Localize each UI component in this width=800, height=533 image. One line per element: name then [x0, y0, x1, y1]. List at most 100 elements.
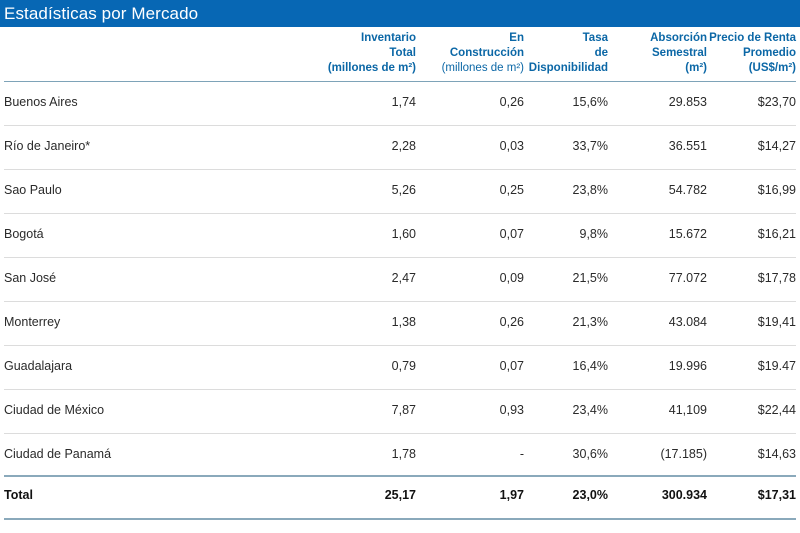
title-bar: Estadísticas por Mercado [0, 0, 800, 27]
cell-rent: $19,41 [757, 315, 796, 329]
cell-inventory: 1,38 [391, 315, 416, 329]
cell-absorption: (17.185) [660, 447, 707, 461]
header-line: (millones de m²) [441, 62, 524, 74]
cell-construction: 0,26 [499, 95, 524, 109]
cell-market: Monterrey [4, 315, 61, 329]
header-line: (m²) [685, 62, 707, 74]
table-row: Guadalajara 0,79 0,07 16,4% 19.996 $19.47 [4, 346, 796, 390]
cell-rent: $16,99 [757, 183, 796, 197]
cell-rent: $16,21 [757, 227, 796, 241]
cell-availability: 9,8% [579, 227, 609, 241]
cell-inventory: 1,74 [391, 95, 416, 109]
header-line: Absorción [650, 32, 707, 44]
cell-availability: 16,4% [572, 359, 608, 373]
cell-absorption: 43.084 [668, 315, 707, 329]
header-inventory: Inventario Total (millones de m²) [328, 31, 416, 76]
cell-rent: $19.47 [757, 359, 796, 373]
cell-construction: 0,09 [499, 271, 524, 285]
total-label: Total [4, 488, 33, 502]
cell-construction: 0,07 [499, 359, 524, 373]
cell-market: Buenos Aires [4, 95, 78, 109]
row-divider [4, 433, 796, 434]
header-line: (millones de m²) [327, 62, 416, 74]
cell-construction: 0,93 [499, 403, 524, 417]
total-rent: $17,31 [757, 488, 796, 502]
cell-market: Río de Janeiro* [4, 139, 91, 153]
row-divider [4, 389, 796, 390]
cell-availability: 33,7% [572, 139, 608, 153]
cell-rent: $14,27 [757, 139, 796, 153]
total-inventory: 25,17 [384, 488, 416, 502]
header-construction: En Construcción (millones de m²) [442, 31, 524, 76]
header-availability: Tasa de Disponibilidad [529, 31, 608, 76]
cell-inventory: 2,47 [391, 271, 416, 285]
cell-availability: 23,8% [572, 183, 608, 197]
cell-construction: 0,03 [499, 139, 524, 153]
row-divider [4, 345, 796, 346]
header-line: En [509, 32, 524, 44]
cell-rent: $23,70 [757, 95, 796, 109]
cell-absorption: 36.551 [668, 139, 707, 153]
cell-inventory: 0,79 [391, 359, 416, 373]
cell-construction: - [519, 447, 524, 461]
table-row: Monterrey 1,38 0,26 21,3% 43.084 $19,41 [4, 302, 796, 346]
cell-rent: $22,44 [757, 403, 796, 417]
header-line: Semestral [652, 47, 707, 59]
header-line: Promedio [742, 47, 796, 59]
cell-absorption: 19.996 [668, 359, 707, 373]
cell-availability: 15,6% [572, 95, 608, 109]
row-divider [4, 257, 796, 258]
cell-market: Sao Paulo [4, 183, 62, 197]
cell-rent: $17,78 [757, 271, 796, 285]
header-line: Total [389, 47, 416, 59]
total-availability: 23,0% [572, 488, 608, 502]
page-title: Estadísticas por Mercado [4, 4, 199, 23]
header-line: Precio de Renta [709, 32, 796, 44]
total-divider-top [4, 475, 796, 477]
cell-availability: 21,3% [572, 315, 608, 329]
total-row: Total 25,17 1,97 23,0% 300.934 $17,31 [4, 477, 796, 518]
table-row: Ciudad de Panamá 1,78 - 30,6% (17.185) $14,63 [4, 434, 796, 478]
table-row: Bogotá 1,60 0,07 9,8% 15.672 $16,21 [4, 214, 796, 258]
cell-absorption: 41,109 [668, 403, 707, 417]
table-row: Ciudad de México 7,87 0,93 23,4% 41,109 $22,4… [4, 390, 796, 434]
header-line: (US$/m²) [748, 62, 796, 74]
cell-market: Guadalajara [4, 359, 73, 373]
header-line: Disponibilidad [528, 62, 608, 74]
total-absorption: 300.934 [661, 488, 707, 502]
header-line: de [594, 47, 608, 59]
cell-inventory: 1,78 [391, 447, 416, 461]
header-line: Tasa [582, 32, 608, 44]
cell-availability: 21,5% [572, 271, 608, 285]
header-rent: Precio de Renta Promedio (US$/m²) [709, 31, 796, 76]
cell-inventory: 5,26 [391, 183, 416, 197]
total-divider-bottom [4, 518, 796, 520]
cell-market: Ciudad de México [4, 403, 105, 417]
table-row: San José 2,47 0,09 21,5% 77.072 $17,78 [4, 258, 796, 302]
header-line: Inventario [361, 32, 416, 44]
cell-market: San José [4, 271, 57, 285]
cell-inventory: 1,60 [391, 227, 416, 241]
total-construction: 1,97 [499, 488, 524, 502]
cell-availability: 23,4% [572, 403, 608, 417]
cell-absorption: 29.853 [668, 95, 707, 109]
row-divider [4, 213, 796, 214]
table-row: Buenos Aires 1,74 0,26 15,6% 29.853 $23,70 [4, 82, 796, 126]
cell-market: Bogotá [4, 227, 44, 241]
row-divider [4, 169, 796, 170]
cell-construction: 0,25 [499, 183, 524, 197]
row-divider [4, 125, 796, 126]
cell-construction: 0,26 [499, 315, 524, 329]
cell-inventory: 7,87 [391, 403, 416, 417]
header-absorption: Absorción Semestral (m²) [650, 31, 707, 76]
header-divider [4, 81, 796, 82]
cell-absorption: 77.072 [668, 271, 707, 285]
cell-construction: 0,07 [499, 227, 524, 241]
cell-absorption: 54.782 [668, 183, 707, 197]
cell-absorption: 15.672 [668, 227, 707, 241]
cell-inventory: 2,28 [391, 139, 416, 153]
cell-availability: 30,6% [572, 447, 608, 461]
cell-market: Ciudad de Panamá [4, 447, 112, 461]
table-row: Sao Paulo 5,26 0,25 23,8% 54.782 $16,99 [4, 170, 796, 214]
table-row: Río de Janeiro* 2,28 0,03 33,7% 36.551 $14,27 [4, 126, 796, 170]
